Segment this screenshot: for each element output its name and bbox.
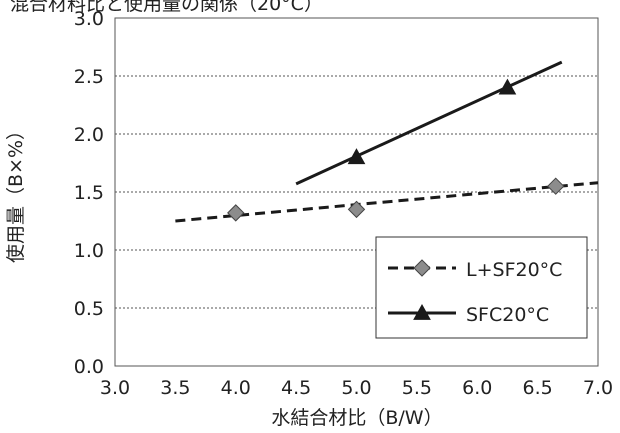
tick-labels: 0.0 0.5 1.0 1.5 2.0 2.5 3.0 3.0 3.5 4.0 4.5 5.0 5.5 6… bbox=[74, 8, 613, 399]
series-0-point-0 bbox=[227, 204, 245, 222]
y-tick-label-6: 3.0 bbox=[74, 8, 104, 30]
series-1-point-1 bbox=[498, 78, 517, 95]
plot-area bbox=[114, 17, 599, 367]
legend-label-sfc: SFC20°C bbox=[466, 304, 549, 326]
y-axis-title: 使用量（B×%） bbox=[5, 121, 27, 263]
series-0-point-2 bbox=[547, 177, 565, 195]
y-tick-label-3: 1.5 bbox=[74, 182, 104, 204]
y-tick-label-4: 2.0 bbox=[74, 124, 104, 146]
series-1-point-0 bbox=[347, 148, 366, 165]
x-tick-label-8: 7.0 bbox=[583, 377, 613, 399]
chart-title: 混合材料比と使用量の関係（20°C） bbox=[10, 0, 323, 15]
x-tick-label-4: 5.0 bbox=[341, 377, 371, 399]
y-tick-label-2: 1.0 bbox=[74, 240, 104, 262]
x-tick-label-3: 4.5 bbox=[281, 377, 311, 399]
x-tick-label-2: 4.0 bbox=[221, 377, 251, 399]
legend-label-l-sf: L+SF20°C bbox=[466, 259, 562, 281]
x-tick-label-1: 3.5 bbox=[160, 377, 190, 399]
y-tick-label-0: 0.0 bbox=[74, 356, 104, 378]
legend-swatch-marker-1 bbox=[413, 303, 431, 320]
series-0-trendline bbox=[175, 181, 599, 223]
legend-swatch-marker-0 bbox=[413, 259, 431, 277]
series-0-point-1 bbox=[347, 200, 366, 219]
legend-box bbox=[375, 236, 588, 339]
grid bbox=[115, 75, 598, 309]
data-marks bbox=[175, 60, 599, 223]
y-tick-label-5: 2.5 bbox=[74, 66, 104, 88]
legend: L+SF20°C SFC20°C bbox=[375, 236, 588, 339]
y-tick-label-1: 0.5 bbox=[74, 298, 104, 320]
x-tick-label-0: 3.0 bbox=[100, 377, 130, 399]
x-tick-label-5: 5.5 bbox=[402, 377, 432, 399]
x-tick-label-7: 6.5 bbox=[523, 377, 553, 399]
x-tick-label-6: 6.0 bbox=[462, 377, 492, 399]
series-1-trendline bbox=[295, 60, 563, 186]
x-axis-title: 水結合材比（B/W） bbox=[271, 407, 442, 429]
